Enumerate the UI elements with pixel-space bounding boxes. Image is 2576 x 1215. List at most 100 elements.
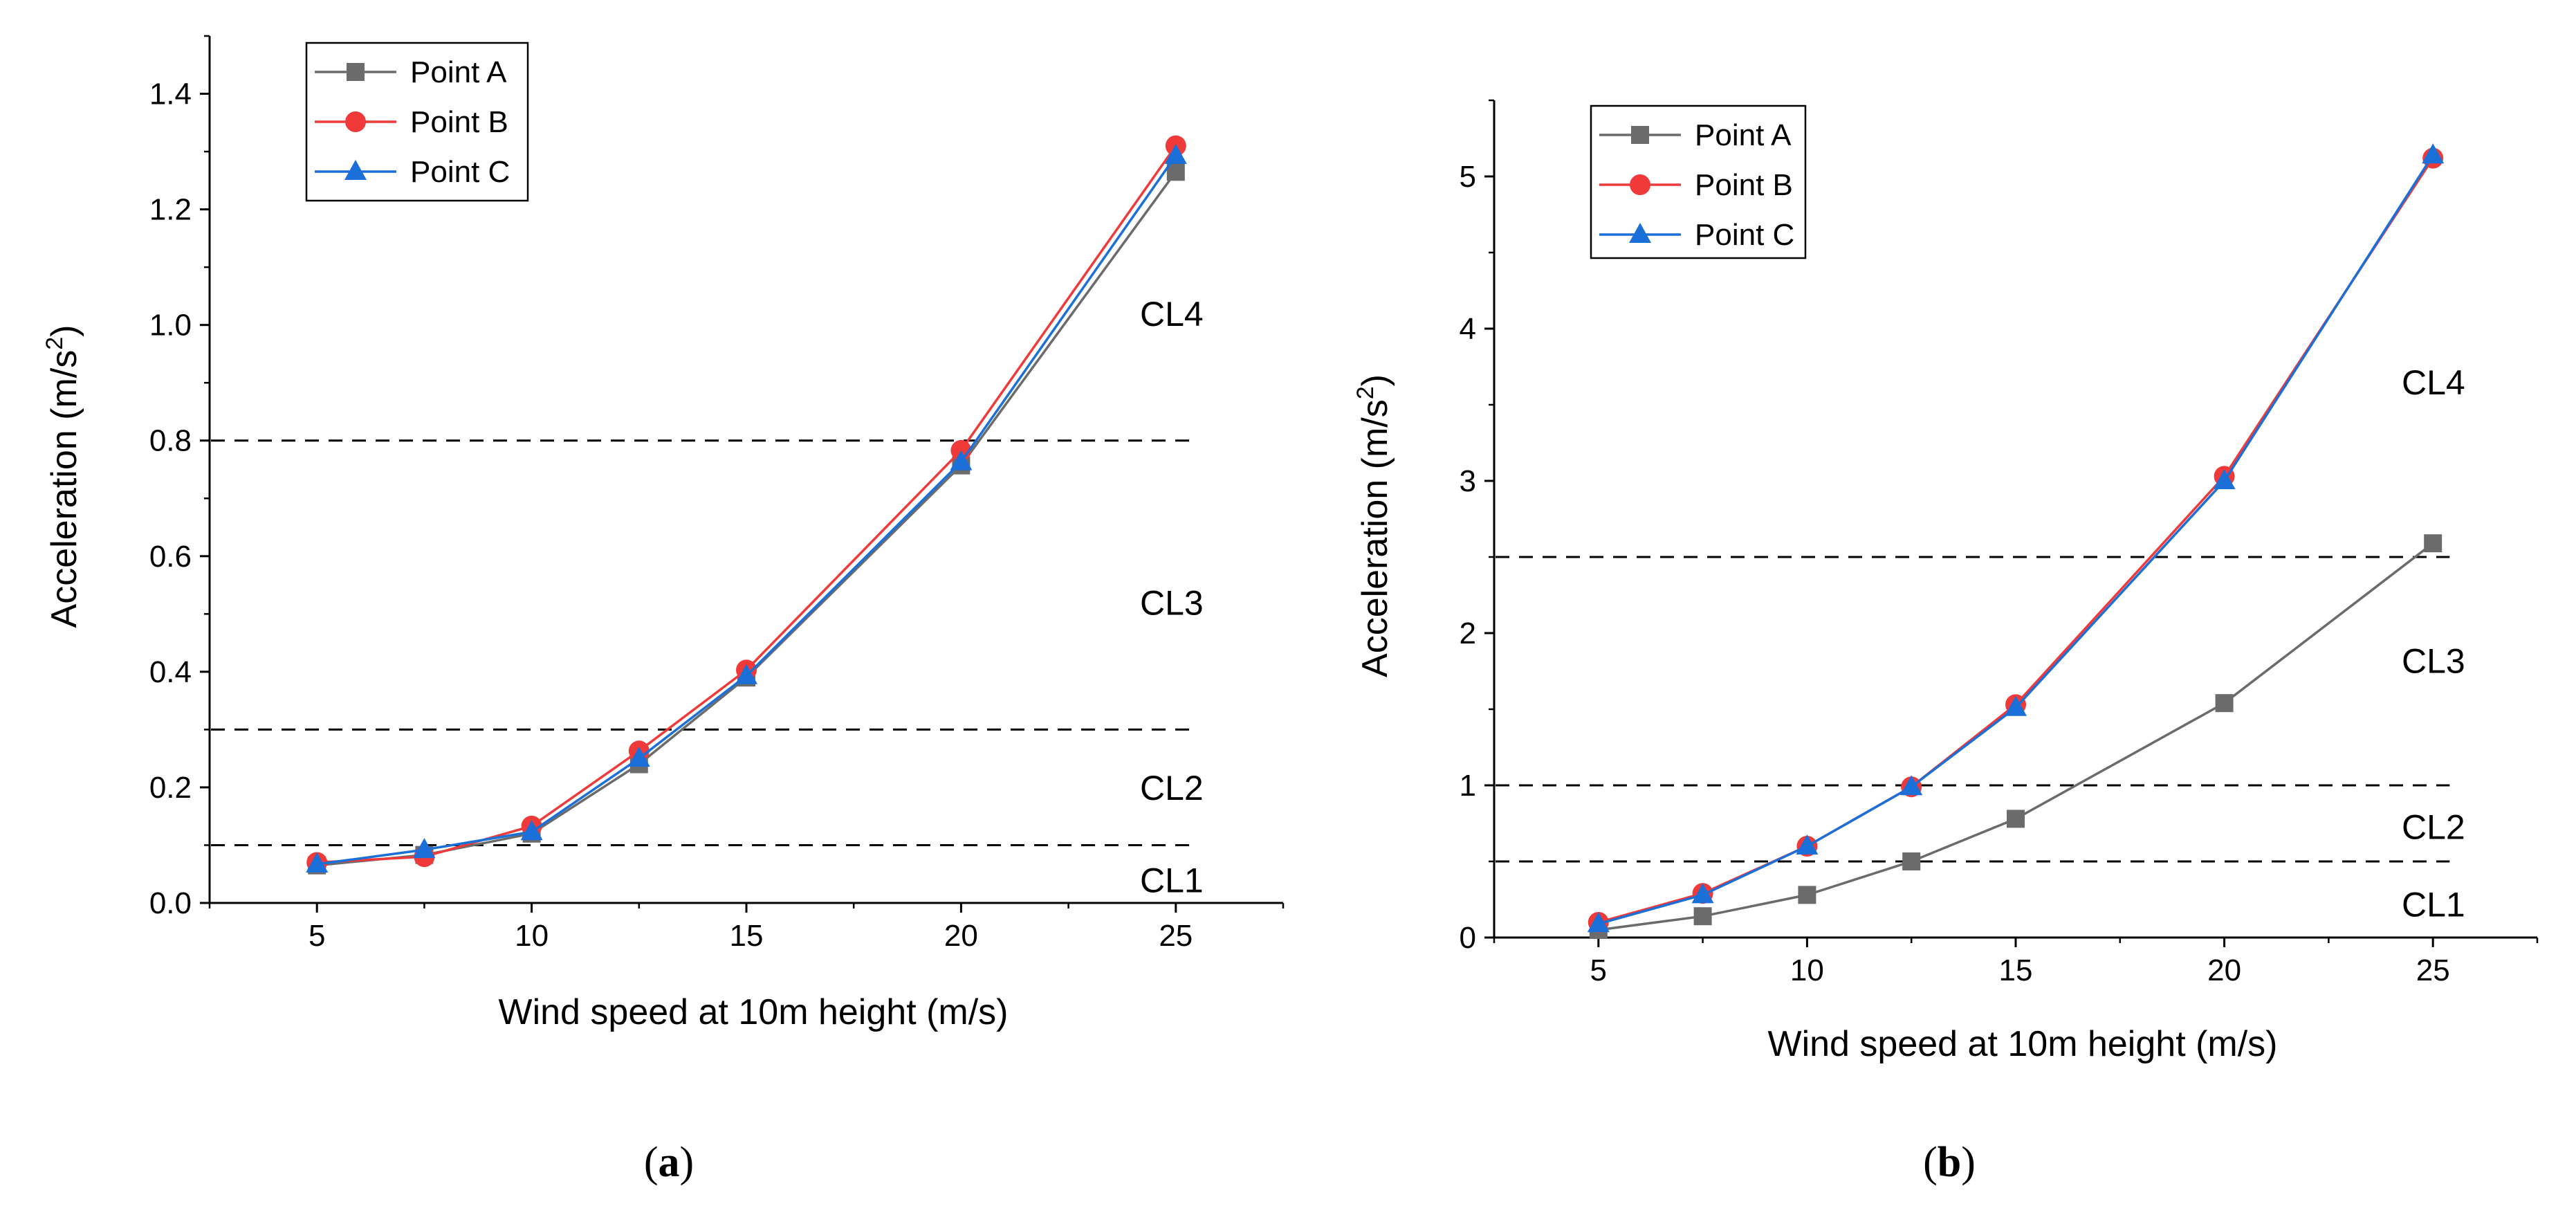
- class-region-labels: CL1 CL2 CL3 CL4: [2402, 363, 2465, 924]
- data-point: [413, 838, 436, 859]
- data-point: [306, 852, 329, 873]
- legend-label: Point C: [410, 155, 510, 189]
- region-label-cl4: CL4: [2402, 363, 2465, 402]
- x-ticks: 5 10 15 20 25: [208, 903, 1285, 953]
- y-tick-label: 4: [1460, 312, 1476, 346]
- series-point-a: [308, 163, 1185, 875]
- legend: Point A Point B Point C: [1590, 104, 1807, 259]
- legend-label: Point A: [1695, 118, 1792, 152]
- y-tick-label: 1.2: [149, 193, 192, 227]
- x-tick-label: 10: [1790, 953, 1824, 987]
- series-line: [316, 154, 1177, 866]
- legend-entry: Point C: [315, 155, 510, 189]
- legend-label: Point B: [1695, 168, 1793, 202]
- y-tick-label: 0.8: [149, 424, 192, 458]
- series-line: [317, 145, 1177, 864]
- data-point: [1693, 907, 1712, 926]
- legend-label: Point A: [410, 55, 507, 89]
- data-point: [1164, 143, 1187, 164]
- data-series: [306, 135, 1187, 875]
- region-label-cl1: CL1: [2402, 886, 2465, 924]
- legend-marker: [347, 63, 365, 81]
- y-tick-label: 2: [1460, 616, 1476, 650]
- x-tick-label: 20: [944, 919, 978, 953]
- y-tick-label: 0.0: [149, 886, 192, 920]
- x-ticks: 5 10 15 20 25: [1493, 938, 2539, 987]
- legend: Point A Point B Point C: [305, 42, 529, 202]
- legend-entry: Point B: [315, 105, 508, 139]
- series-line: [1598, 157, 2434, 924]
- x-tick-label: 5: [309, 919, 325, 953]
- legend-entry: Point A: [1599, 118, 1792, 152]
- data-point: [2424, 534, 2442, 553]
- region-label-cl3: CL3: [1140, 584, 1204, 623]
- legend-marker: [1630, 174, 1650, 195]
- x-axis-label: Wind speed at 10m height (m/s): [499, 992, 1009, 1032]
- legend-marker: [344, 160, 367, 180]
- panel-caption: (a): [644, 1139, 694, 1186]
- series-point-c: [306, 143, 1187, 873]
- data-point: [2213, 469, 2236, 489]
- threshold-lines: [1496, 556, 2450, 863]
- legend-label: Point C: [1695, 218, 1794, 252]
- x-tick-label: 25: [1159, 919, 1193, 953]
- x-tick-label: 15: [1999, 953, 2033, 987]
- legend-box: [1590, 104, 1807, 259]
- region-label-cl2: CL2: [2402, 807, 2465, 846]
- data-series: [1587, 143, 2445, 939]
- data-point: [2007, 810, 2025, 828]
- panel-caption: (b): [1923, 1139, 1976, 1186]
- y-axis-label: Acceleration (m/s2): [1352, 374, 1395, 677]
- x-tick-label: 10: [515, 919, 549, 953]
- legend-label: Point B: [410, 105, 508, 139]
- region-label-cl4: CL4: [1140, 295, 1204, 334]
- data-point: [950, 450, 973, 471]
- data-point: [627, 747, 650, 767]
- y-tick-label: 0.4: [149, 655, 192, 689]
- x-axis-label: Wind speed at 10m height (m/s): [1768, 1024, 2278, 1064]
- data-point: [2422, 143, 2445, 164]
- data-point: [1900, 775, 1923, 796]
- chart-panel-b: 0 1 2 3 4 5 5 10 15 20 25 CL1 CL2 CL3 CL4 Wind speed…: [1352, 99, 2539, 1186]
- series-line: [1598, 154, 2434, 925]
- y-tick-label: 1.0: [149, 309, 192, 342]
- threshold-lines: [211, 439, 1193, 846]
- y-axis-label: Acceleration (m/s2): [42, 325, 84, 628]
- legend-entry: Point C: [1599, 218, 1794, 252]
- class-region-labels: CL1 CL2 CL3 CL4: [1140, 295, 1204, 900]
- y-ticks: 0.0 0.2 0.4 0.6 0.8 1.0 1.2 1.4: [149, 35, 210, 920]
- legend-marker: [345, 111, 366, 132]
- y-ticks: 0 1 2 3 4 5: [1460, 99, 1494, 955]
- region-label-cl1: CL1: [1140, 861, 1204, 900]
- data-point: [2215, 694, 2234, 713]
- series-point-a: [1589, 534, 2442, 939]
- y-tick-label: 1: [1460, 769, 1476, 803]
- data-point: [735, 664, 757, 684]
- y-tick-label: 0.2: [149, 771, 192, 805]
- data-point: [1902, 852, 1921, 870]
- region-label-cl2: CL2: [1140, 769, 1204, 807]
- series-point-c: [1587, 143, 2445, 933]
- y-tick-label: 0.6: [149, 540, 192, 574]
- legend-marker: [1629, 223, 1651, 243]
- data-point: [1798, 886, 1816, 904]
- x-tick-label: 20: [2207, 953, 2241, 987]
- y-tick-label: 0: [1460, 921, 1476, 955]
- data-point: [520, 820, 543, 841]
- legend-marker: [1631, 126, 1649, 144]
- series-point-b: [306, 135, 1186, 873]
- region-label-cl3: CL3: [2402, 642, 2465, 681]
- y-tick-label: 5: [1460, 160, 1476, 194]
- series-line: [317, 171, 1177, 867]
- data-point: [2005, 695, 2027, 716]
- data-point: [1587, 912, 1610, 933]
- chart-panel-a: 0.00.20.40.60.81.01.21.4 5 10 15 20 25 CL1CL…: [42, 35, 1285, 1186]
- x-tick-label: 5: [1590, 953, 1607, 987]
- legend-entry: Point A: [315, 55, 507, 89]
- y-tick-label: 3: [1460, 464, 1476, 498]
- legend-entry: Point B: [1599, 168, 1793, 202]
- x-tick-label: 15: [730, 919, 764, 953]
- y-tick-label: 1.4: [149, 77, 192, 111]
- data-point: [1691, 883, 1714, 904]
